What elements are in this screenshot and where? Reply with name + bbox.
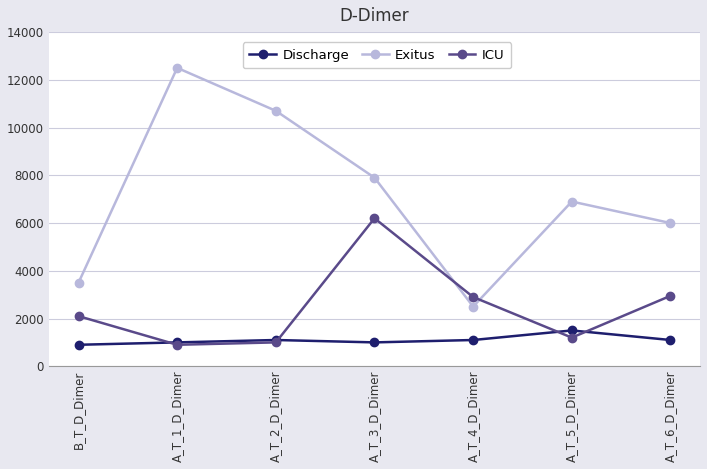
Exitus: [370, 175, 379, 181]
Exitus: [173, 65, 182, 71]
Line: Discharge: Discharge: [74, 326, 674, 349]
Discharge: [568, 328, 576, 333]
Legend: Discharge, Exitus, ICU: Discharge, Exitus, ICU: [243, 42, 511, 68]
Exitus: [469, 304, 477, 310]
Discharge: [74, 342, 83, 348]
Discharge: [271, 337, 280, 343]
ICU: [271, 340, 280, 345]
ICU: [469, 294, 477, 300]
Discharge: [370, 340, 379, 345]
ICU: [74, 313, 83, 319]
Line: ICU: ICU: [74, 214, 674, 349]
Exitus: [666, 220, 674, 226]
ICU: [370, 215, 379, 221]
Discharge: [469, 337, 477, 343]
ICU: [568, 335, 576, 340]
Discharge: [666, 337, 674, 343]
Title: D-Dimer: D-Dimer: [339, 7, 409, 25]
Discharge: [173, 340, 182, 345]
Exitus: [568, 199, 576, 204]
ICU: [173, 342, 182, 348]
Exitus: [74, 280, 83, 286]
Exitus: [271, 108, 280, 113]
Line: Exitus: Exitus: [74, 64, 674, 311]
ICU: [666, 293, 674, 299]
